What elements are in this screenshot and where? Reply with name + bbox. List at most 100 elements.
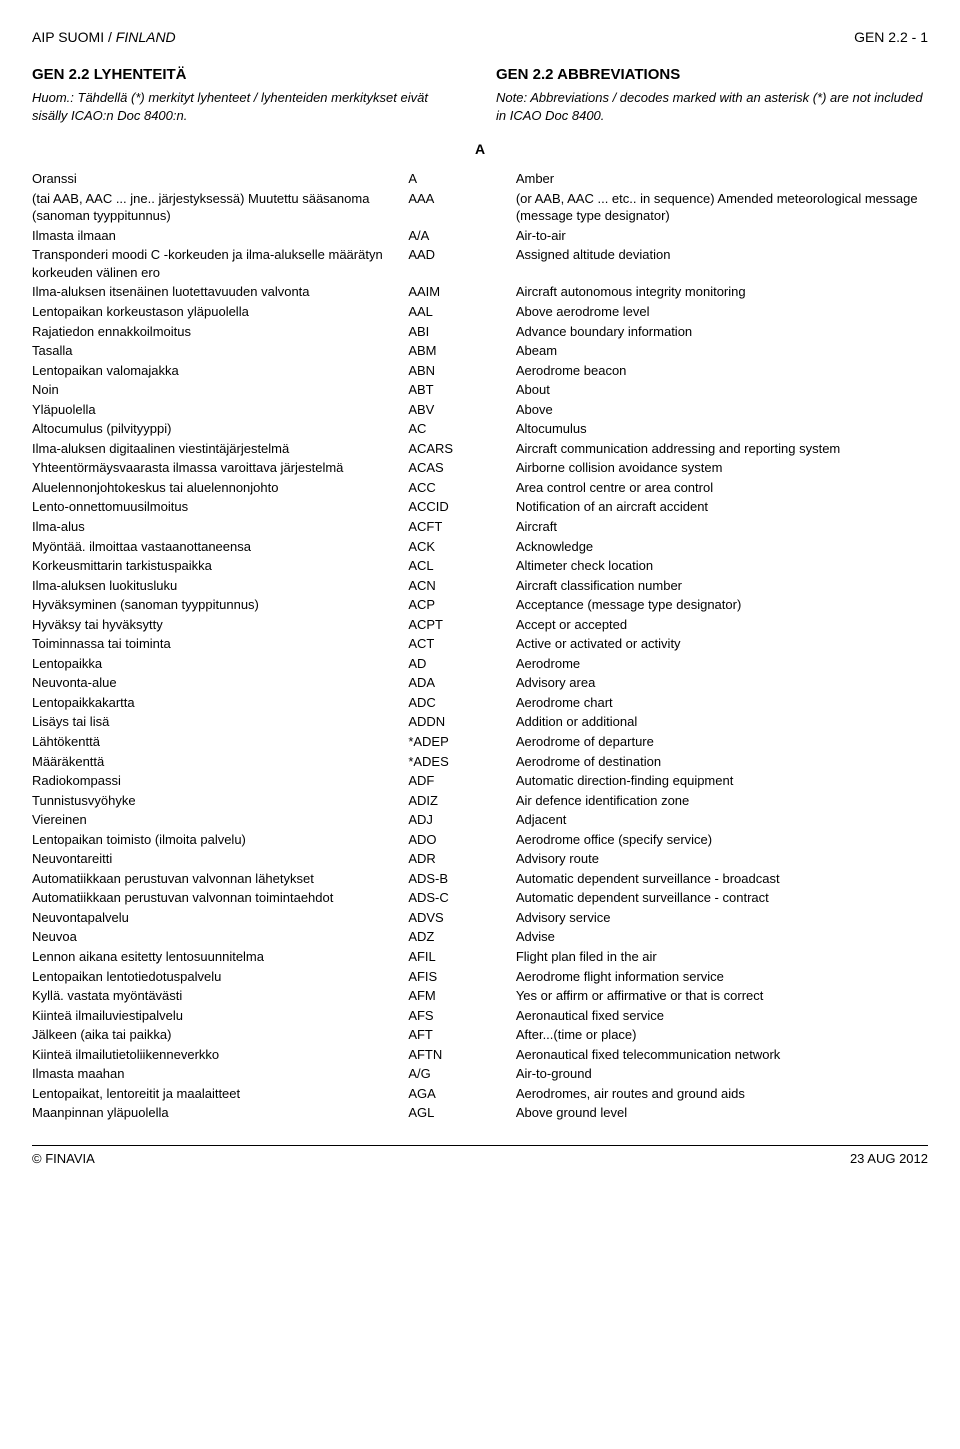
cell-fi: Neuvontareitti: [32, 849, 408, 869]
cell-fi: (tai AAB, AAC ... jne.. järjestyksessä) …: [32, 189, 408, 226]
footer-right: 23 AUG 2012: [850, 1150, 928, 1168]
cell-fi: Lentopaikka: [32, 654, 408, 674]
section-en: GEN 2.2 ABBREVIATIONS Note: Abbreviation…: [496, 65, 928, 124]
cell-en: Aircraft autonomous integrity monitoring: [516, 282, 928, 302]
cell-code: ACN: [408, 576, 516, 596]
cell-fi: Myöntää. ilmoittaa vastaanottaneensa: [32, 537, 408, 557]
cell-fi: Viereinen: [32, 810, 408, 830]
cell-code: *ADEP: [408, 732, 516, 752]
section-en-note: Note: Abbreviations / decodes marked wit…: [496, 89, 928, 124]
cell-en: After...(time or place): [516, 1025, 928, 1045]
cell-code: ACAS: [408, 458, 516, 478]
cell-en: Automatic dependent surveillance - contr…: [516, 888, 928, 908]
cell-code: ADS-B: [408, 869, 516, 889]
cell-fi: Automatiikkaan perustuvan valvonnan lähe…: [32, 869, 408, 889]
cell-en: Advance boundary information: [516, 322, 928, 342]
cell-fi: Lentopaikan lentotiedotuspalvelu: [32, 967, 408, 987]
cell-en: Advisory area: [516, 673, 928, 693]
table-row: TasallaABMAbeam: [32, 341, 928, 361]
cell-fi: Neuvoa: [32, 927, 408, 947]
cell-code: AFIL: [408, 947, 516, 967]
table-row: Kyllä. vastata myöntävästiAFMYes or affi…: [32, 986, 928, 1006]
cell-code: ADZ: [408, 927, 516, 947]
cell-code: ACP: [408, 595, 516, 615]
cell-code: AAD: [408, 245, 516, 282]
cell-fi: Ilma-aluksen luokitusluku: [32, 576, 408, 596]
cell-en: Assigned altitude deviation: [516, 245, 928, 282]
table-row: Hyväksyminen (sanoman tyyppitunnus)ACPAc…: [32, 595, 928, 615]
cell-en: Above: [516, 400, 928, 420]
table-row: Määräkenttä*ADESAerodrome of destination: [32, 752, 928, 772]
section-en-title: GEN 2.2 ABBREVIATIONS: [496, 65, 928, 85]
table-row: NeuvontapalveluADVSAdvisory service: [32, 908, 928, 928]
table-row: Toiminnassa tai toimintaACTActive or act…: [32, 634, 928, 654]
cell-en: Advise: [516, 927, 928, 947]
cell-en: Aerodrome of departure: [516, 732, 928, 752]
cell-code: AGL: [408, 1103, 516, 1123]
cell-code: ADDN: [408, 712, 516, 732]
cell-code: ABN: [408, 361, 516, 381]
cell-fi: Neuvontapalvelu: [32, 908, 408, 928]
letter-heading: A: [32, 140, 928, 159]
cell-fi: Altocumulus (pilvityyppi): [32, 419, 408, 439]
cell-code: ADJ: [408, 810, 516, 830]
cell-en: Accept or accepted: [516, 615, 928, 635]
cell-code: ADC: [408, 693, 516, 713]
cell-fi: Toiminnassa tai toiminta: [32, 634, 408, 654]
cell-code: A: [408, 169, 516, 189]
cell-en: Aeronautical fixed telecommunication net…: [516, 1045, 928, 1065]
table-row: Ilma-aluksen itsenäinen luotettavuuden v…: [32, 282, 928, 302]
cell-code: AFT: [408, 1025, 516, 1045]
table-row: Ilmasta ilmaanA/AAir-to-air: [32, 226, 928, 246]
cell-en: Air defence identification zone: [516, 791, 928, 811]
cell-code: AGA: [408, 1084, 516, 1104]
table-row: Maanpinnan yläpuolellaAGLAbove ground le…: [32, 1103, 928, 1123]
cell-en: Amber: [516, 169, 928, 189]
cell-code: ACK: [408, 537, 516, 557]
cell-code: AFM: [408, 986, 516, 1006]
cell-code: AAA: [408, 189, 516, 226]
table-row: Lento-onnettomuusilmoitusACCIDNotificati…: [32, 497, 928, 517]
table-row: RadiokompassiADFAutomatic direction-find…: [32, 771, 928, 791]
cell-en: Aircraft: [516, 517, 928, 537]
header-left-italic: FINLAND: [116, 29, 176, 45]
cell-fi: Lentopaikat, lentoreitit ja maalaitteet: [32, 1084, 408, 1104]
table-row: Lentopaikan korkeustason yläpuolellaAALA…: [32, 302, 928, 322]
cell-fi: Kiinteä ilmailutietoliikenneverkko: [32, 1045, 408, 1065]
cell-fi: Automatiikkaan perustuvan valvonnan toim…: [32, 888, 408, 908]
cell-en: Acceptance (message type designator): [516, 595, 928, 615]
cell-en: Adjacent: [516, 810, 928, 830]
table-row: ViereinenADJAdjacent: [32, 810, 928, 830]
cell-en: Aircraft classification number: [516, 576, 928, 596]
cell-en: Advisory service: [516, 908, 928, 928]
cell-code: AAL: [408, 302, 516, 322]
table-row: LentopaikkaADAerodrome: [32, 654, 928, 674]
cell-fi: Ilma-aluksen digitaalinen viestintäjärje…: [32, 439, 408, 459]
table-row: Lennon aikana esitetty lentosuunnitelmaA…: [32, 947, 928, 967]
cell-fi: Lentopaikan korkeustason yläpuolella: [32, 302, 408, 322]
cell-fi: Transponderi moodi C -korkeuden ja ilma-…: [32, 245, 408, 282]
section-fi: GEN 2.2 LYHENTEITÄ Huom.: Tähdellä (*) m…: [32, 65, 464, 124]
table-row: Lisäys tai lisäADDNAddition or additiona…: [32, 712, 928, 732]
cell-en: Area control centre or area control: [516, 478, 928, 498]
abbreviation-table: OranssiAAmber(tai AAB, AAC ... jne.. jär…: [32, 169, 928, 1123]
cell-en: (or AAB, AAC ... etc.. in sequence) Amen…: [516, 189, 928, 226]
table-row: Ilma-aluksen digitaalinen viestintäjärje…: [32, 439, 928, 459]
cell-fi: Yläpuolella: [32, 400, 408, 420]
table-row: LentopaikkakarttaADCAerodrome chart: [32, 693, 928, 713]
cell-code: ADR: [408, 849, 516, 869]
table-row: Lentopaikan toimisto (ilmoita palvelu)AD…: [32, 830, 928, 850]
page-footer: © FINAVIA 23 AUG 2012: [32, 1145, 928, 1168]
cell-fi: Radiokompassi: [32, 771, 408, 791]
cell-code: ADIZ: [408, 791, 516, 811]
cell-en: Acknowledge: [516, 537, 928, 557]
cell-fi: Lennon aikana esitetty lentosuunnitelma: [32, 947, 408, 967]
cell-code: ACL: [408, 556, 516, 576]
cell-code: ADO: [408, 830, 516, 850]
table-row: NoinABTAbout: [32, 380, 928, 400]
cell-code: AFIS: [408, 967, 516, 987]
header-left-plain: AIP SUOMI /: [32, 29, 116, 45]
cell-en: Automatic dependent surveillance - broad…: [516, 869, 928, 889]
table-row: (tai AAB, AAC ... jne.. järjestyksessä) …: [32, 189, 928, 226]
cell-fi: Neuvonta-alue: [32, 673, 408, 693]
